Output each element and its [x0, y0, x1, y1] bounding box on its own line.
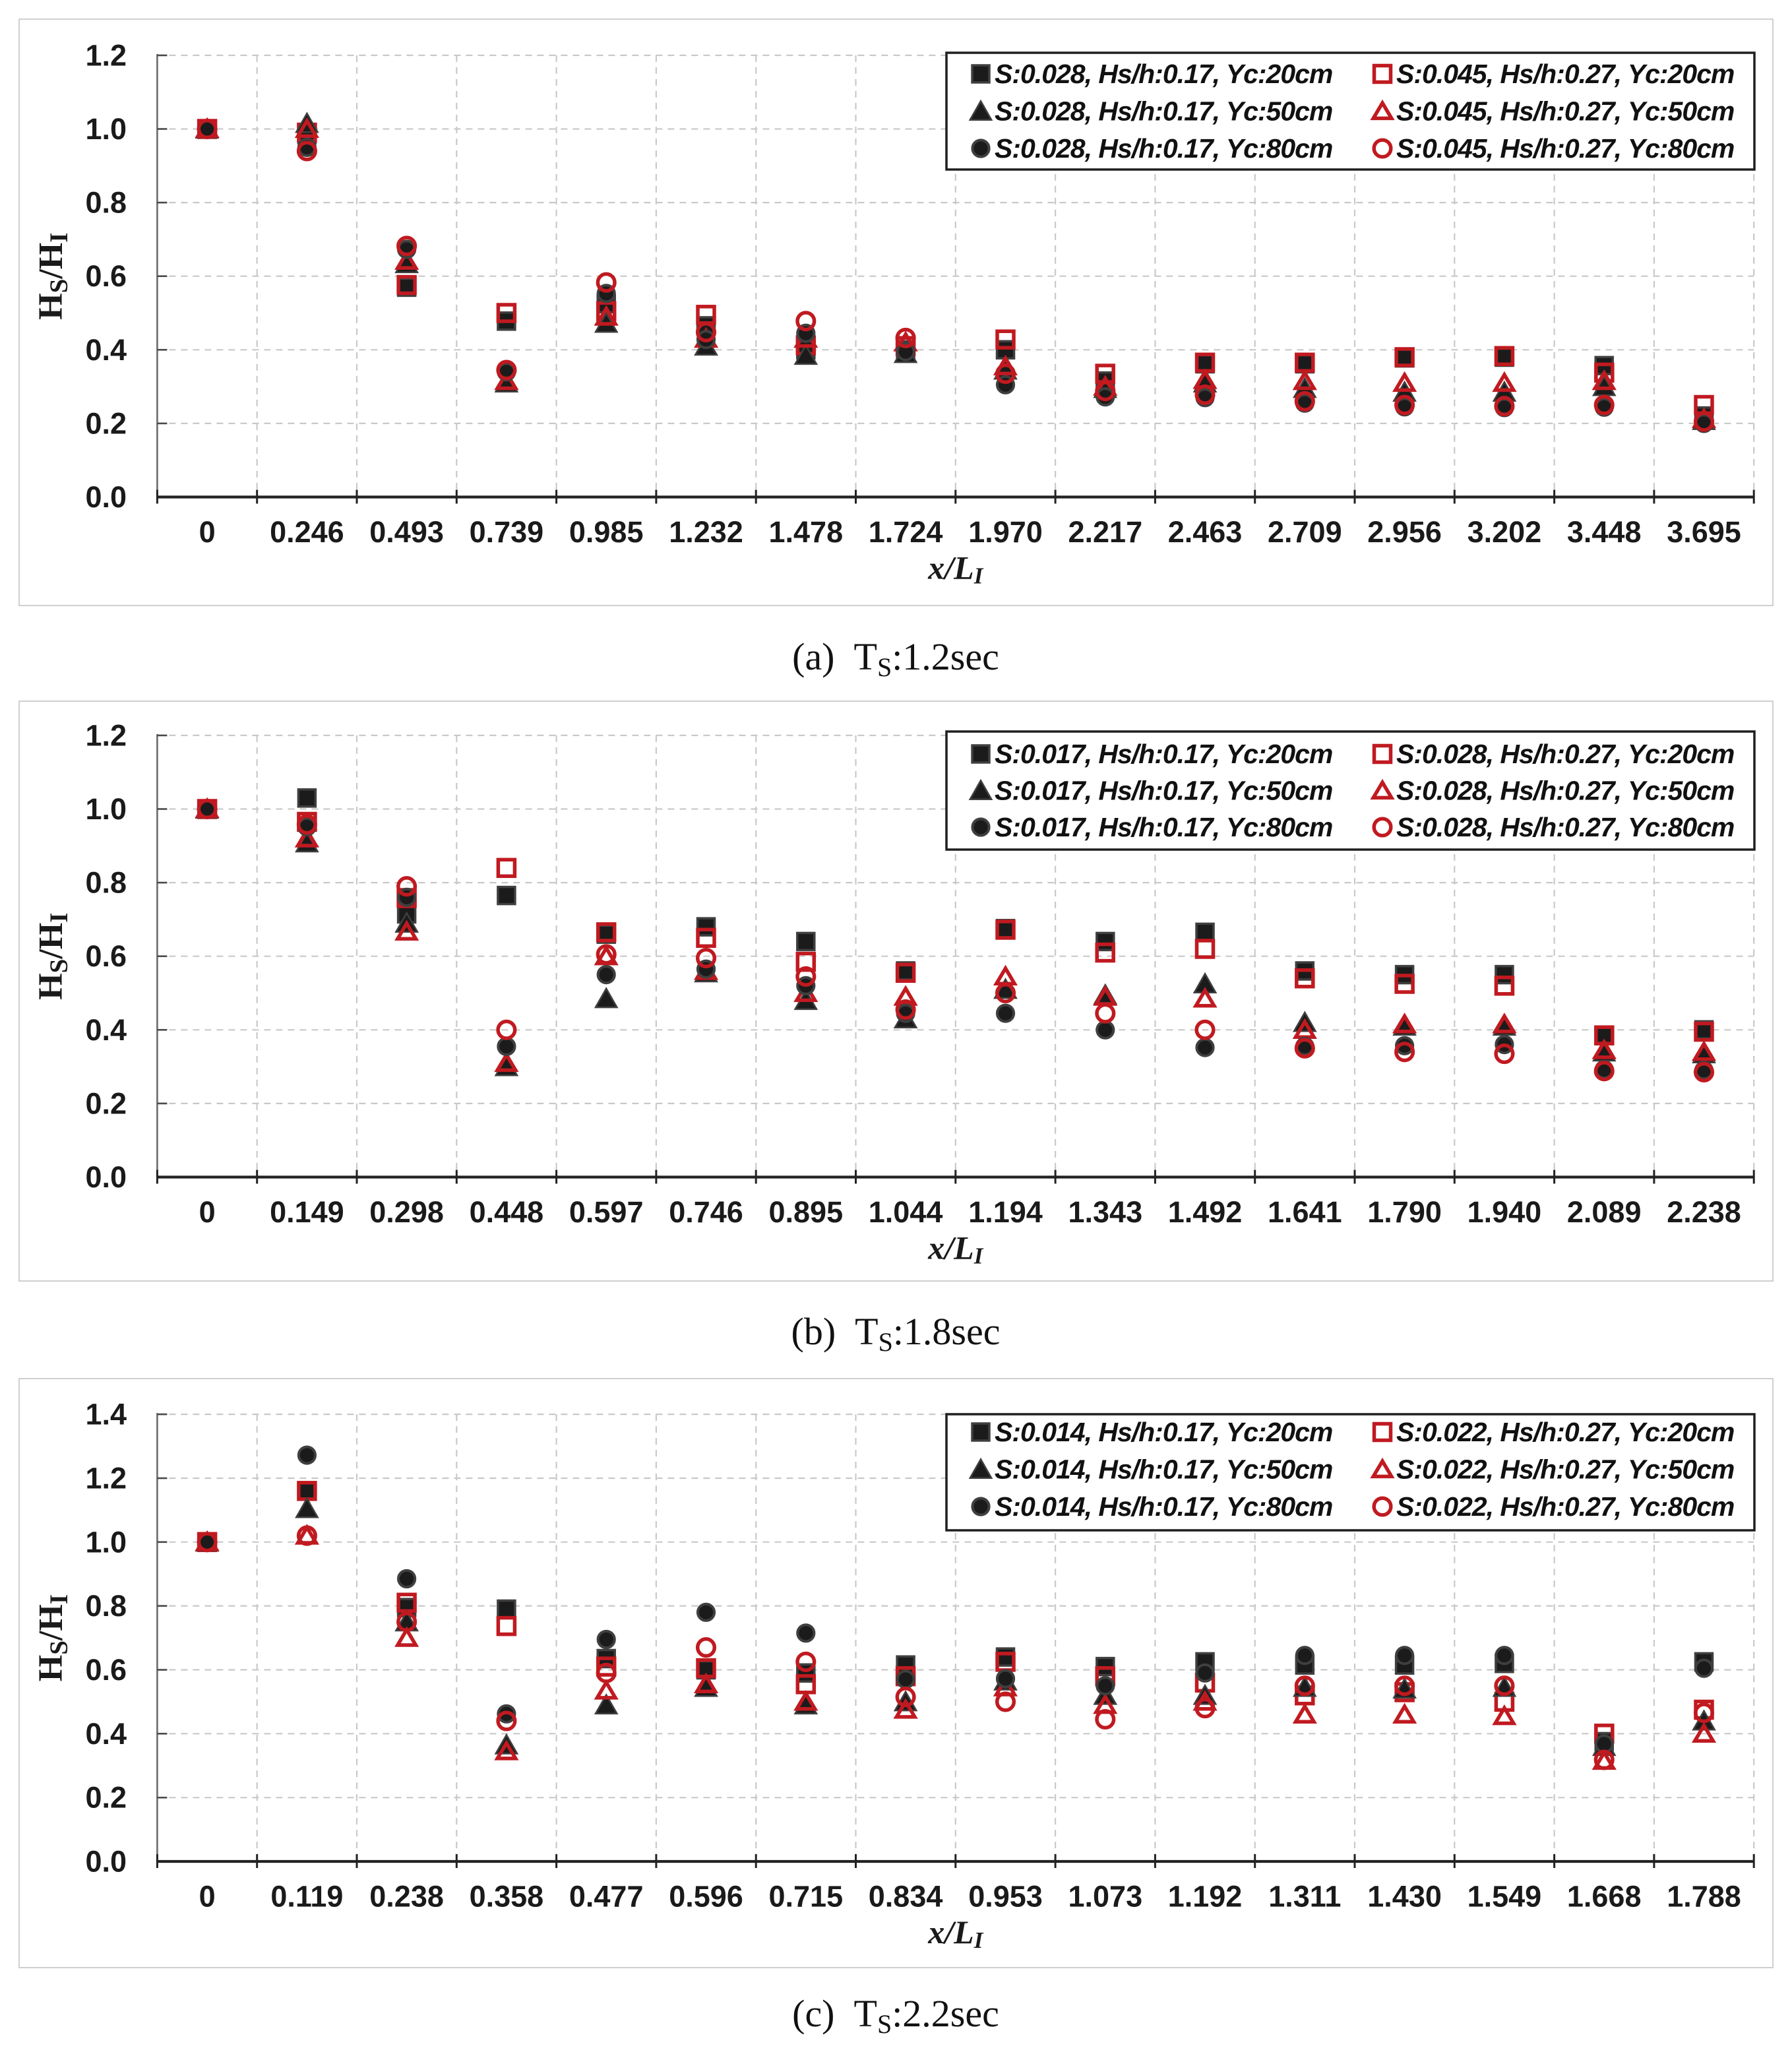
svg-text:S:0.045, Hs/h:0.27, Yc:20cm: S:0.045, Hs/h:0.27, Yc:20cm [1396, 59, 1734, 89]
svg-text:x/LI: x/LI [927, 1230, 983, 1269]
svg-text:0.746: 0.746 [669, 1195, 743, 1229]
svg-text:2.709: 2.709 [1268, 515, 1342, 549]
svg-text:HS/HI: HS/HI [32, 1594, 73, 1681]
svg-text:0.493: 0.493 [369, 515, 444, 549]
svg-text:0.149: 0.149 [270, 1195, 344, 1229]
svg-text:1.194: 1.194 [968, 1195, 1043, 1229]
svg-text:2.238: 2.238 [1667, 1195, 1741, 1229]
svg-text:0.6: 0.6 [85, 1653, 127, 1687]
svg-text:S:0.014, Hs/h:0.17, Yc:20cm: S:0.014, Hs/h:0.17, Yc:20cm [995, 1417, 1332, 1447]
svg-text:1.478: 1.478 [768, 515, 843, 549]
svg-text:S:0.014, Hs/h:0.17, Yc:80cm: S:0.014, Hs/h:0.17, Yc:80cm [995, 1491, 1332, 1522]
svg-text:0.985: 0.985 [569, 515, 644, 549]
svg-text:1.0: 1.0 [85, 792, 127, 826]
svg-text:1.2: 1.2 [85, 1462, 127, 1495]
svg-text:S:0.022, Hs/h:0.27, Yc:20cm: S:0.022, Hs/h:0.27, Yc:20cm [1396, 1417, 1734, 1447]
svg-text:0.715: 0.715 [768, 1880, 843, 1914]
svg-text:S:0.028, Hs/h:0.27, Yc:80cm: S:0.028, Hs/h:0.27, Yc:80cm [1396, 812, 1734, 842]
svg-text:(b) TS:1.8sec: (b) TS:1.8sec [791, 1310, 1001, 1357]
svg-text:1.4: 1.4 [85, 1398, 127, 1431]
svg-text:0.2: 0.2 [85, 1781, 127, 1815]
svg-text:S:0.028, Hs/h:0.17, Yc:20cm: S:0.028, Hs/h:0.17, Yc:20cm [995, 59, 1332, 89]
svg-text:0.895: 0.895 [768, 1195, 843, 1229]
svg-text:1.192: 1.192 [1168, 1880, 1243, 1914]
svg-text:1.073: 1.073 [1068, 1880, 1142, 1914]
svg-text:1.641: 1.641 [1268, 1195, 1342, 1229]
svg-text:2.217: 2.217 [1068, 515, 1142, 549]
svg-text:0.8: 0.8 [85, 186, 127, 220]
svg-text:x/LI: x/LI [927, 1914, 983, 1953]
svg-text:0.6: 0.6 [85, 939, 127, 973]
svg-text:0.4: 0.4 [85, 1717, 127, 1751]
svg-text:S:0.045, Hs/h:0.27, Yc:80cm: S:0.045, Hs/h:0.27, Yc:80cm [1396, 133, 1734, 164]
svg-text:1.668: 1.668 [1567, 1880, 1642, 1914]
svg-text:S:0.022, Hs/h:0.27, Yc:50cm: S:0.022, Hs/h:0.27, Yc:50cm [1396, 1454, 1734, 1485]
svg-text:HS/HI: HS/HI [32, 233, 73, 320]
svg-text:0.2: 0.2 [85, 406, 127, 440]
svg-text:1.311: 1.311 [1268, 1880, 1341, 1914]
svg-text:1.044: 1.044 [869, 1195, 943, 1229]
svg-text:0.238: 0.238 [369, 1880, 444, 1914]
svg-text:1.343: 1.343 [1068, 1195, 1142, 1229]
svg-text:0.246: 0.246 [270, 515, 344, 549]
svg-text:2.089: 2.089 [1567, 1195, 1642, 1229]
svg-text:1.940: 1.940 [1468, 1195, 1542, 1229]
svg-text:0.119: 0.119 [270, 1880, 343, 1914]
svg-text:1.970: 1.970 [968, 515, 1043, 549]
svg-text:0: 0 [199, 515, 216, 549]
svg-text:2.463: 2.463 [1168, 515, 1243, 549]
svg-text:0.4: 0.4 [85, 1013, 127, 1047]
svg-text:0.596: 0.596 [669, 1880, 743, 1914]
svg-text:0.953: 0.953 [968, 1880, 1043, 1914]
svg-text:1.430: 1.430 [1367, 1880, 1442, 1914]
svg-text:0.0: 0.0 [85, 1845, 127, 1879]
svg-text:S:0.022, Hs/h:0.27, Yc:80cm: S:0.022, Hs/h:0.27, Yc:80cm [1396, 1491, 1734, 1522]
svg-text:0.8: 0.8 [85, 866, 127, 900]
svg-text:0.597: 0.597 [569, 1195, 644, 1229]
svg-text:0: 0 [199, 1195, 216, 1229]
svg-text:0.4: 0.4 [85, 333, 127, 367]
svg-text:0.0: 0.0 [85, 1160, 127, 1194]
svg-text:S:0.028, Hs/h:0.27, Yc:20cm: S:0.028, Hs/h:0.27, Yc:20cm [1396, 739, 1734, 769]
svg-text:1.788: 1.788 [1667, 1880, 1741, 1914]
svg-text:S:0.014, Hs/h:0.17, Yc:50cm: S:0.014, Hs/h:0.17, Yc:50cm [995, 1454, 1332, 1485]
svg-text:1.2: 1.2 [85, 718, 127, 752]
svg-text:S:0.017, Hs/h:0.17, Yc:50cm: S:0.017, Hs/h:0.17, Yc:50cm [995, 776, 1332, 806]
svg-text:1.0: 1.0 [85, 1525, 127, 1559]
svg-text:S:0.028, Hs/h:0.17, Yc:50cm: S:0.028, Hs/h:0.17, Yc:50cm [995, 96, 1332, 127]
svg-text:S:0.028, Hs/h:0.27, Yc:50cm: S:0.028, Hs/h:0.27, Yc:50cm [1396, 776, 1734, 806]
svg-text:0.298: 0.298 [369, 1195, 444, 1229]
svg-text:3.202: 3.202 [1468, 515, 1542, 549]
svg-text:3.695: 3.695 [1667, 515, 1741, 549]
svg-text:0.8: 0.8 [85, 1589, 127, 1623]
svg-text:0.477: 0.477 [569, 1880, 644, 1914]
svg-text:(c) TS:2.2sec: (c) TS:2.2sec [792, 1992, 999, 2039]
svg-text:1.2: 1.2 [85, 38, 127, 72]
svg-text:1.790: 1.790 [1367, 1195, 1442, 1229]
svg-text:HS/HI: HS/HI [32, 913, 73, 1000]
svg-text:(a) TS:1.2sec: (a) TS:1.2sec [792, 635, 999, 682]
svg-text:2.956: 2.956 [1367, 515, 1442, 549]
svg-text:0.448: 0.448 [470, 1195, 544, 1229]
svg-text:1.724: 1.724 [869, 515, 943, 549]
svg-text:1.0: 1.0 [85, 112, 127, 146]
svg-text:1.549: 1.549 [1468, 1880, 1542, 1914]
svg-text:S:0.017, Hs/h:0.17, Yc:80cm: S:0.017, Hs/h:0.17, Yc:80cm [995, 812, 1332, 842]
svg-text:1.492: 1.492 [1168, 1195, 1243, 1229]
svg-text:0.834: 0.834 [869, 1880, 943, 1914]
svg-text:0.358: 0.358 [470, 1880, 544, 1914]
svg-text:1.232: 1.232 [669, 515, 743, 549]
svg-text:S:0.017, Hs/h:0.17, Yc:20cm: S:0.017, Hs/h:0.17, Yc:20cm [995, 739, 1332, 769]
svg-text:0.6: 0.6 [85, 259, 127, 293]
svg-text:0.2: 0.2 [85, 1086, 127, 1120]
svg-text:0.739: 0.739 [470, 515, 544, 549]
svg-text:S:0.028, Hs/h:0.17, Yc:80cm: S:0.028, Hs/h:0.17, Yc:80cm [995, 133, 1332, 164]
svg-text:0: 0 [199, 1880, 216, 1914]
svg-text:S:0.045, Hs/h:0.27, Yc:50cm: S:0.045, Hs/h:0.27, Yc:50cm [1396, 96, 1734, 127]
svg-text:3.448: 3.448 [1567, 515, 1642, 549]
svg-text:0.0: 0.0 [85, 480, 127, 514]
